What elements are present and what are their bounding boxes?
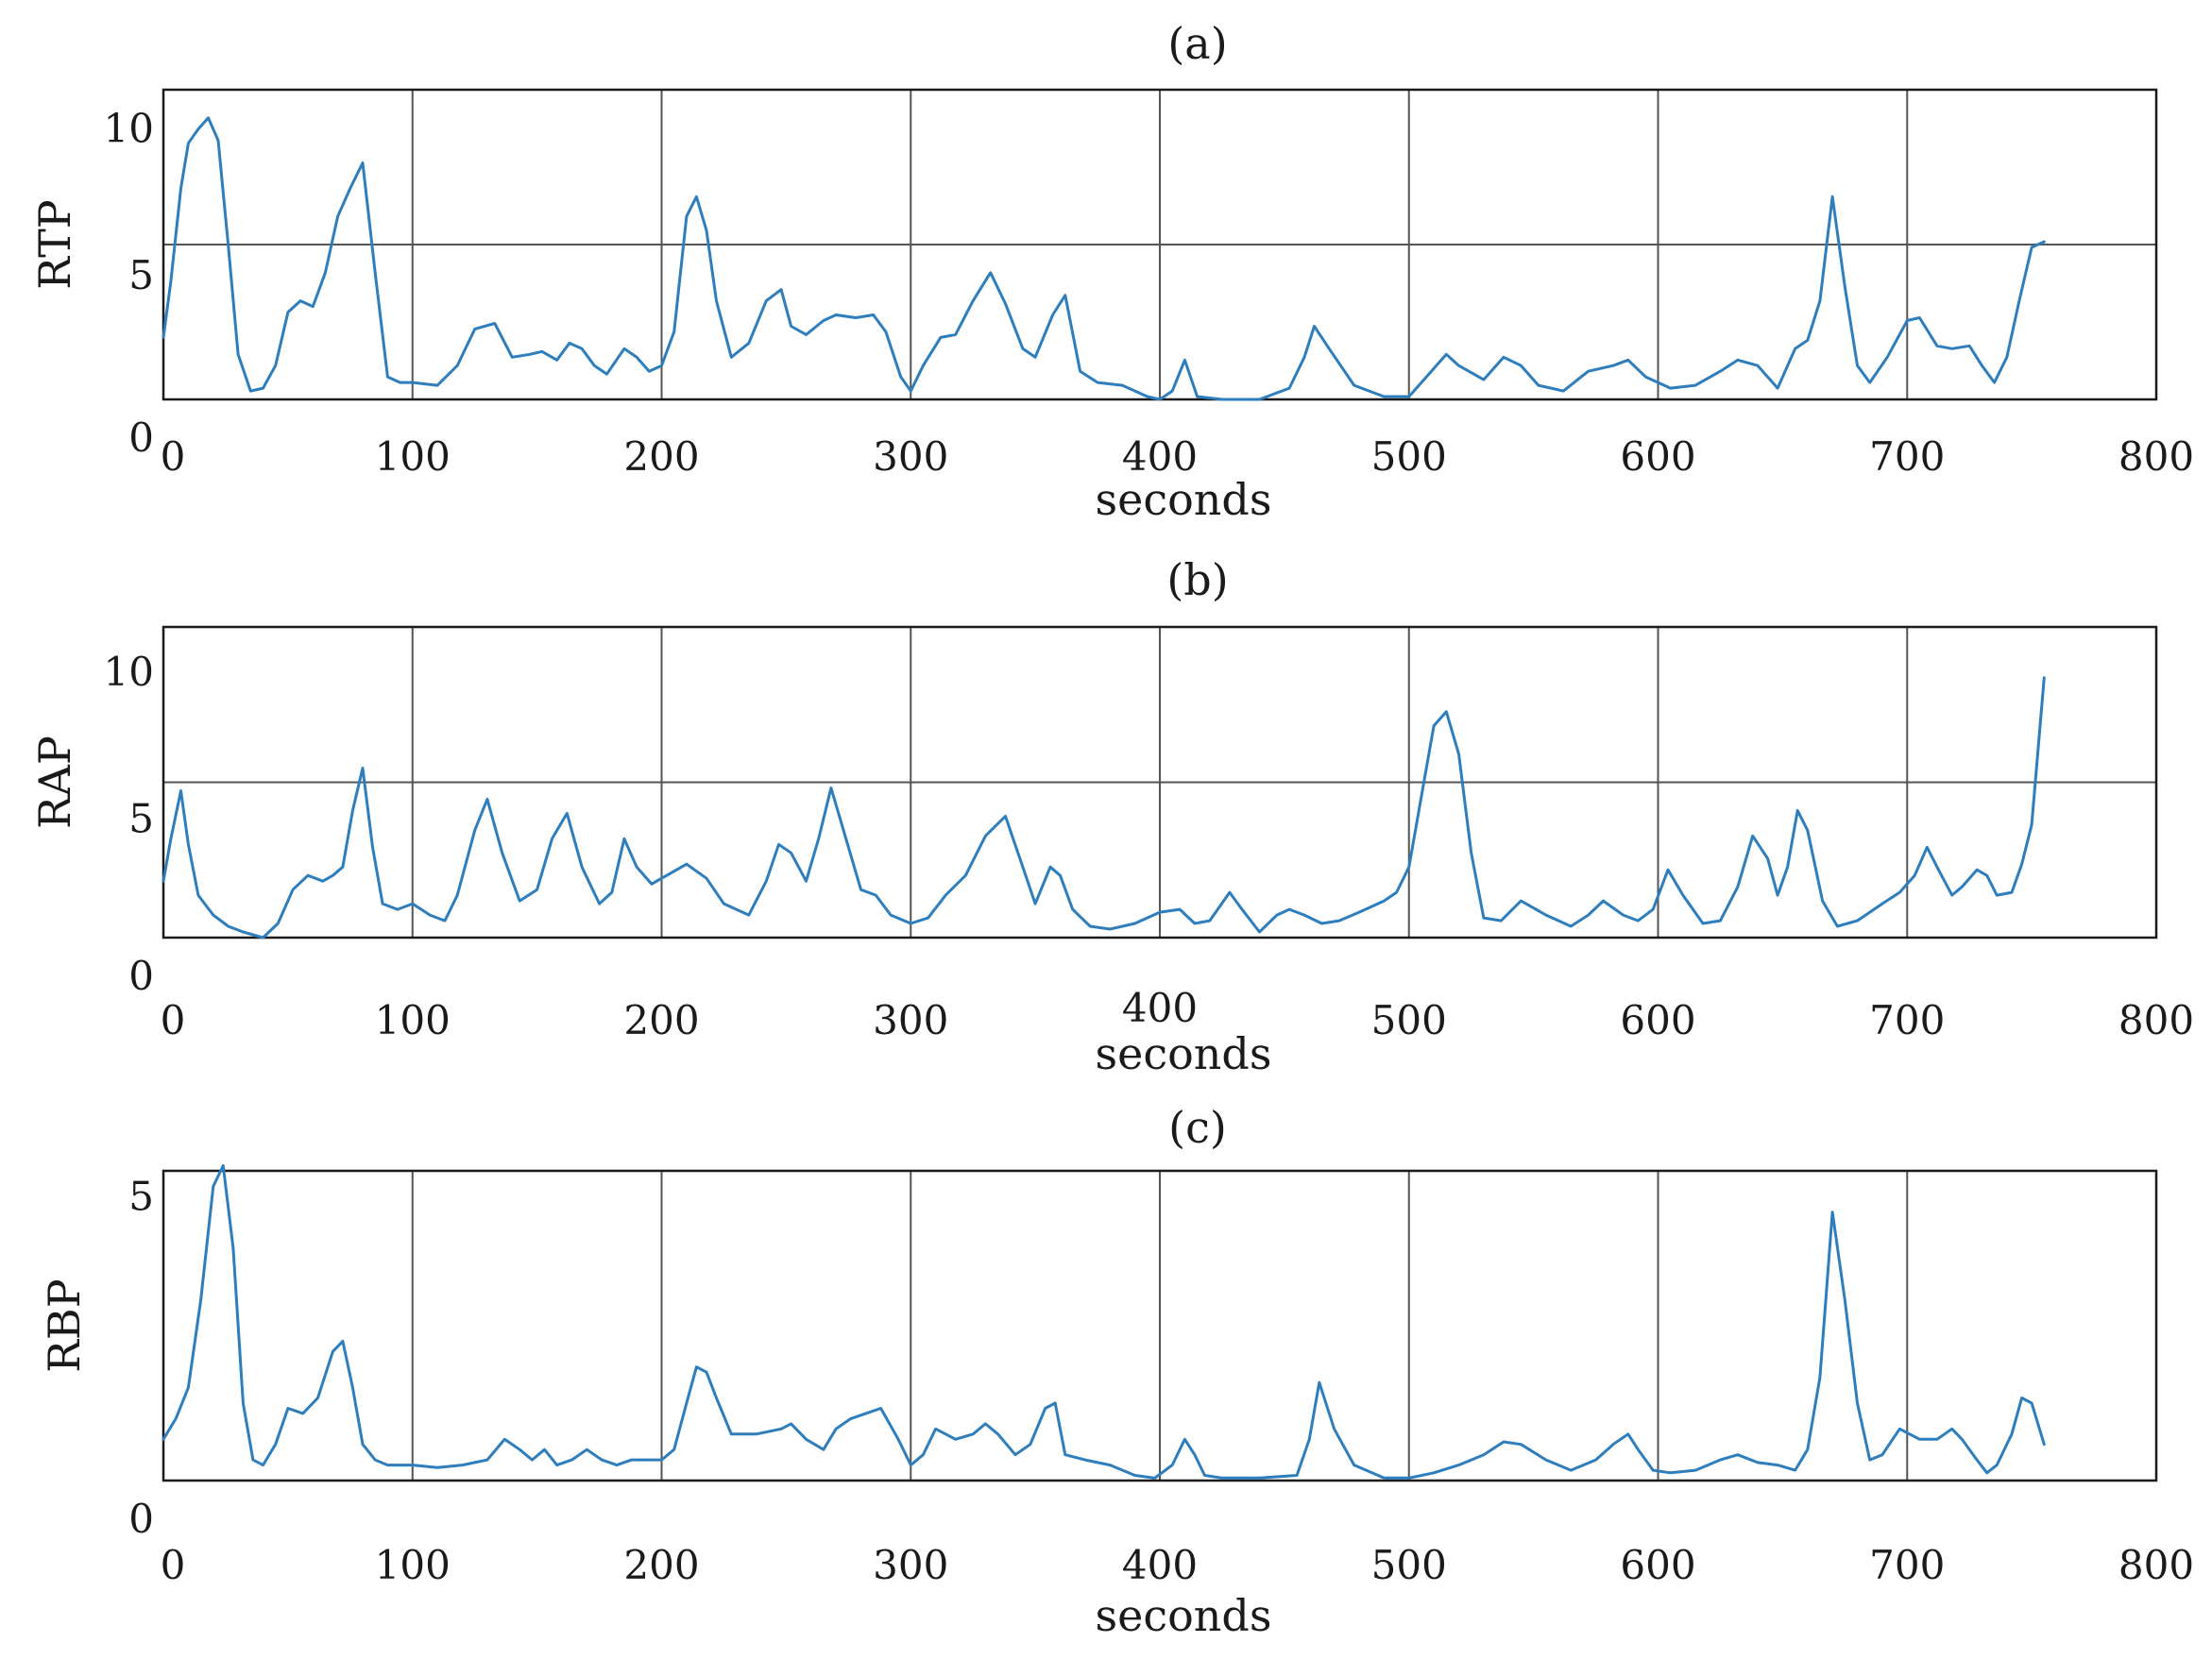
x-tick-label: 800 (2118, 997, 2194, 1043)
x-axis-label: seconds (1096, 1590, 1272, 1641)
x-tick-label: 700 (1869, 1542, 1945, 1588)
x-tick-label: 0 (161, 433, 186, 480)
x-tick-label: 600 (1620, 1542, 1695, 1588)
x-tick-label: 400 (1122, 433, 1198, 480)
x-tick-label: 700 (1869, 433, 1945, 480)
y-tick-label: 0 (128, 1496, 154, 1542)
x-tick-label: 100 (375, 1542, 451, 1588)
y-tick-label: 5 (128, 1173, 154, 1219)
series-line (162, 676, 2046, 940)
x-tick-label: 300 (873, 997, 948, 1043)
x-tick-label: 200 (623, 433, 699, 480)
x-tick-label: 0 (161, 1542, 186, 1588)
panel-title: (a) (1167, 18, 1227, 69)
y-axis-label: RBP (39, 1278, 90, 1372)
y-tick-label: 10 (104, 649, 154, 695)
y-tick-label: 0 (128, 415, 154, 461)
series-line (162, 116, 2046, 401)
y-tick-label: 5 (128, 252, 154, 298)
y-tick-label: 0 (128, 953, 154, 999)
x-axis-label: seconds (1096, 1028, 1272, 1079)
x-tick-label: 600 (1620, 433, 1695, 480)
y-tick-label: 10 (104, 106, 154, 152)
x-tick-label: 400 (1122, 985, 1198, 1031)
series-line (162, 1164, 2046, 1480)
x-tick-label: 500 (1371, 433, 1447, 480)
x-tick-label: 500 (1371, 1542, 1447, 1588)
x-axis-label: seconds (1096, 474, 1272, 525)
x-tick-label: 800 (2118, 433, 2194, 480)
panel-c: 0 100 200 300 400 500 600 700 800 0 5 (c) seconds RBP (39, 1102, 2194, 1641)
x-tick-label: 300 (873, 1542, 948, 1588)
x-tick-label: 800 (2118, 1542, 2194, 1588)
y-axis-label: RAP (29, 736, 80, 829)
panel-a: 0 100 200 300 400 500 600 700 800 0 5 10 (a) seconds R… (29, 18, 2194, 525)
panel-b: 0 100 200 300 400 500 600 700 800 0 5 10 (b) seconds R… (29, 554, 2194, 1079)
y-tick-label: 5 (128, 795, 154, 841)
x-tick-label: 100 (375, 997, 451, 1043)
y-axis-label: RTP (29, 199, 80, 289)
x-tick-label: 600 (1620, 997, 1695, 1043)
plot-frame (162, 625, 2158, 940)
x-tick-label: 700 (1869, 997, 1945, 1043)
panel-title: (c) (1168, 1102, 1227, 1153)
x-tick-label: 0 (161, 997, 186, 1043)
plot-frame (162, 1169, 2158, 1482)
x-tick-label: 200 (623, 1542, 699, 1588)
panel-title: (b) (1166, 554, 1228, 605)
x-tick-label: 400 (1122, 1542, 1198, 1588)
x-tick-label: 200 (623, 997, 699, 1043)
x-tick-label: 100 (375, 433, 451, 480)
x-tick-label: 500 (1371, 997, 1447, 1043)
x-tick-label: 300 (873, 433, 948, 480)
